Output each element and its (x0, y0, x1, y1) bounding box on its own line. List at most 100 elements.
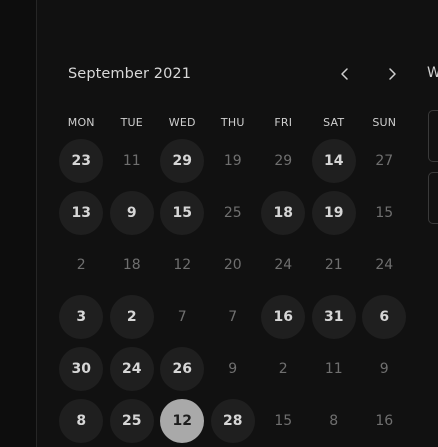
day-number: 11 (324, 361, 343, 377)
weekday-label: THU (220, 116, 245, 129)
day-cell[interactable]: 27 (359, 135, 410, 187)
day-cell[interactable]: 13 (56, 187, 107, 239)
day-cell[interactable]: 20 (208, 239, 259, 291)
day-cell[interactable]: 28 (208, 395, 259, 447)
available-day: 29 (160, 139, 205, 183)
available-day: 15 (160, 191, 205, 235)
day-number: 29 (274, 153, 293, 169)
day-number: 18 (122, 257, 141, 273)
available-day: 18 (261, 191, 306, 235)
day-cell[interactable]: 24 (258, 239, 309, 291)
day-number: 24 (375, 257, 394, 273)
day-cell[interactable]: 16 (258, 291, 309, 343)
side-panel-heading: W (427, 65, 438, 81)
day-number: 11 (122, 153, 141, 169)
day-cell[interactable]: 15 (157, 187, 208, 239)
day-cell[interactable]: 9 (107, 187, 158, 239)
available-day: 13 (59, 191, 104, 235)
day-number: 9 (228, 361, 238, 377)
calendar-grid: 23 11 29 19 29 14 27 13 9 15 25 18 19 15 2 18 12 20 24 21 24… (56, 135, 410, 447)
available-day: 24 (109, 347, 154, 391)
day-number: 9 (379, 361, 389, 377)
day-cell[interactable]: 2 (258, 343, 309, 395)
day-cell[interactable]: 12 (157, 239, 208, 291)
day-cell[interactable]: 19 (208, 135, 259, 187)
day-cell[interactable]: 29 (258, 135, 309, 187)
day-cell[interactable]: 25 (208, 187, 259, 239)
day-cell[interactable]: 29 (157, 135, 208, 187)
day-cell[interactable]: 30 (56, 343, 107, 395)
chevron-right-icon (389, 68, 396, 80)
selected-day: 12 (160, 399, 205, 443)
day-cell[interactable]: 9 (359, 343, 410, 395)
day-cell[interactable]: 23 (56, 135, 107, 187)
day-cell[interactable]: 15 (359, 187, 410, 239)
weekday-header-row: MON TUE WED THU FRI SAT SUN (56, 116, 410, 129)
day-number: 15 (274, 413, 293, 429)
available-day: 25 (109, 399, 154, 443)
day-cell[interactable]: 3 (56, 291, 107, 343)
time-slot-button[interactable] (428, 172, 438, 224)
day-cell[interactable]: 18 (107, 239, 158, 291)
day-cell[interactable]: 7 (157, 291, 208, 343)
day-cell[interactable]: 14 (309, 135, 360, 187)
available-day: 6 (362, 295, 407, 339)
weekday-label: SUN (372, 116, 397, 129)
day-cell[interactable]: 12 (157, 395, 208, 447)
weekday-label: FRI (274, 116, 293, 129)
available-day: 3 (59, 295, 104, 339)
day-number: 25 (223, 205, 242, 221)
day-number: 2 (76, 257, 86, 273)
day-cell[interactable]: 9 (208, 343, 259, 395)
day-cell[interactable]: 2 (107, 291, 158, 343)
chevron-left-icon (341, 68, 348, 80)
next-month-button[interactable] (382, 64, 402, 84)
available-day: 19 (311, 191, 356, 235)
day-number: 16 (375, 413, 394, 429)
day-cell[interactable]: 25 (107, 395, 158, 447)
day-cell[interactable]: 7 (208, 291, 259, 343)
available-day: 2 (109, 295, 154, 339)
day-number: 15 (375, 205, 394, 221)
day-number: 19 (223, 153, 242, 169)
day-number: 7 (177, 309, 187, 325)
day-cell[interactable]: 16 (359, 395, 410, 447)
day-number: 24 (274, 257, 293, 273)
day-cell[interactable]: 2 (56, 239, 107, 291)
side-panel (0, 0, 37, 447)
day-cell[interactable]: 15 (258, 395, 309, 447)
day-number: 2 (278, 361, 288, 377)
day-cell[interactable]: 19 (309, 187, 360, 239)
weekday-label: MON (67, 116, 95, 129)
available-day: 14 (311, 139, 356, 183)
day-number: 20 (223, 257, 242, 273)
day-cell[interactable]: 24 (359, 239, 410, 291)
previous-month-button[interactable] (335, 64, 355, 84)
day-cell[interactable]: 24 (107, 343, 158, 395)
available-day: 16 (261, 295, 306, 339)
available-day: 8 (59, 399, 104, 443)
available-day: 28 (210, 399, 255, 443)
weekday-label: WED (168, 116, 196, 129)
month-label: September 2021 (68, 66, 192, 82)
day-cell[interactable]: 8 (56, 395, 107, 447)
available-day: 26 (160, 347, 205, 391)
available-day: 23 (59, 139, 104, 183)
available-day: 30 (59, 347, 104, 391)
day-cell[interactable]: 31 (309, 291, 360, 343)
day-cell[interactable]: 8 (309, 395, 360, 447)
weekday-label: SAT (323, 116, 345, 129)
day-cell[interactable]: 11 (107, 135, 158, 187)
day-cell[interactable]: 6 (359, 291, 410, 343)
available-day: 31 (311, 295, 356, 339)
time-slot-button[interactable] (428, 110, 438, 162)
day-cell[interactable]: 26 (157, 343, 208, 395)
day-cell[interactable]: 21 (309, 239, 360, 291)
day-number: 27 (375, 153, 394, 169)
weekday-label: TUE (120, 116, 143, 129)
day-cell[interactable]: 18 (258, 187, 309, 239)
day-number: 12 (173, 257, 192, 273)
day-cell[interactable]: 11 (309, 343, 360, 395)
available-day: 9 (109, 191, 154, 235)
